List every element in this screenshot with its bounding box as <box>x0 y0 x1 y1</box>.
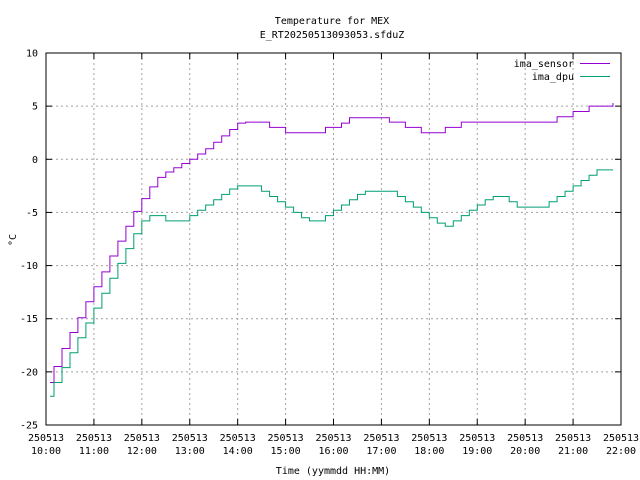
x-tick-label-time: 18:00 <box>414 446 444 457</box>
x-tick-labels: 250513 10:00 250513 11:00 250513 12:00 250513 1… <box>28 433 639 457</box>
series-lines <box>50 103 614 397</box>
x-tick-label-time: 17:00 <box>366 446 396 457</box>
x-tick-label-time: 14:00 <box>223 446 253 457</box>
y-tick-label: -20 <box>20 367 38 378</box>
x-tick-label-date: 250513 <box>411 433 447 444</box>
x-tick-label-time: 19:00 <box>462 446 492 457</box>
x-tick-label-time: 15:00 <box>271 446 301 457</box>
x-tick-label-time: 12:00 <box>127 446 157 457</box>
axes <box>45 52 622 426</box>
x-tick-label-time: 20:00 <box>510 446 540 457</box>
x-tick-label-date: 250513 <box>507 433 543 444</box>
y-axis-label: °C <box>8 234 19 246</box>
x-tick-label-date: 250513 <box>315 433 351 444</box>
x-tick-label-date: 250513 <box>220 433 256 444</box>
y-tick-labels: 10 5 0 -5 -10 -15 -20 -25 <box>20 49 38 432</box>
x-tick-label-time: 13:00 <box>175 446 205 457</box>
chart-title: Temperature for MEX <box>275 16 389 27</box>
series-line-ima-dpu <box>50 169 613 397</box>
grid <box>46 53 621 425</box>
x-tick-label-date: 250513 <box>268 433 304 444</box>
legend-label-ima-sensor: ima_sensor <box>514 59 574 70</box>
x-tick-label-time: 16:00 <box>318 446 348 457</box>
x-tick-label-date: 250513 <box>124 433 160 444</box>
y-tick-label: -25 <box>20 421 38 432</box>
y-tick-label: -5 <box>26 208 38 219</box>
y-tick-label: 5 <box>32 102 38 113</box>
x-tick-label-date: 250513 <box>555 433 591 444</box>
series-line-ima-sensor <box>50 103 614 383</box>
x-tick-label-date: 250513 <box>28 433 64 444</box>
plot-border <box>45 52 622 426</box>
x-tick-label-time: 10:00 <box>31 446 61 457</box>
x-tick-label-date: 250513 <box>172 433 208 444</box>
x-tick-label-time: 21:00 <box>558 446 588 457</box>
x-tick-label-date: 250513 <box>76 433 112 444</box>
legend: ima_sensor ima_dpu <box>514 59 610 83</box>
x-tick-label-date: 250513 <box>363 433 399 444</box>
x-tick-label-time: 11:00 <box>79 446 109 457</box>
y-tick-label: 0 <box>32 155 38 166</box>
x-axis-label: Time (yymmdd HH:MM) <box>276 466 390 477</box>
legend-label-ima-dpu: ima_dpu <box>532 72 574 83</box>
y-tick-label: -10 <box>20 261 38 272</box>
x-tick-label-date: 250513 <box>459 433 495 444</box>
x-tick-label-time: 22:00 <box>606 446 636 457</box>
chart-subtitle: E_RT20250513093053.sfduZ <box>260 30 405 41</box>
x-tick-label-date: 250513 <box>603 433 639 444</box>
y-tick-label: 10 <box>26 49 38 60</box>
y-tick-label: -15 <box>20 314 38 325</box>
